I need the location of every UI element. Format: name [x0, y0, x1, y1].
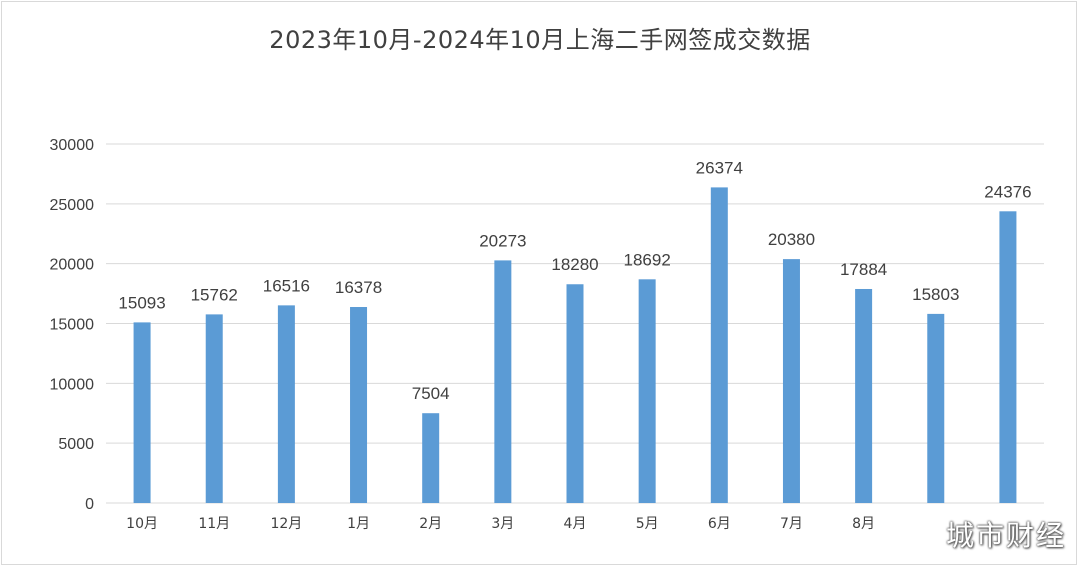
bar: [133, 322, 151, 503]
y-tick-label: 20000: [50, 257, 95, 274]
data-label: 17884: [840, 260, 887, 279]
y-tick-label: 25000: [50, 197, 95, 214]
x-category-label: 1月: [347, 516, 370, 532]
y-tick-label: 5000: [58, 436, 94, 453]
y-axis-ticks: 0 5000 10000 15000 20000 25000 30000: [50, 137, 95, 513]
bar: [566, 284, 584, 503]
bar: [277, 305, 295, 503]
bars: [133, 187, 1017, 504]
data-label: 15803: [912, 285, 959, 304]
bar: [710, 187, 728, 504]
watermark-logo: 城市财经: [945, 519, 1066, 552]
bar: [494, 260, 512, 503]
y-tick-label: 0: [85, 496, 94, 513]
x-category-label: 6月: [708, 516, 731, 532]
data-labels: 15093 15762 16516 16378 7504 20273 18280 18692 2…: [118, 158, 1031, 403]
data-label: 24376: [984, 182, 1031, 201]
bar: [782, 259, 800, 503]
bar: [350, 307, 368, 503]
bar: [855, 288, 873, 503]
data-label: 20273: [479, 231, 526, 250]
data-label: 15762: [191, 285, 238, 304]
data-label: 20380: [768, 230, 815, 249]
data-label: 16516: [263, 276, 310, 295]
data-label: 15093: [118, 293, 165, 312]
data-label: 18692: [624, 250, 671, 269]
x-category-label: 10月: [126, 516, 158, 532]
bar: [205, 314, 223, 503]
data-label: 16378: [335, 278, 382, 297]
chart-title: 2023年10月-2024年10月上海二手网签成交数据: [269, 26, 811, 54]
y-tick-label: 30000: [50, 137, 95, 154]
data-label: 26374: [696, 158, 743, 177]
x-category-label: 12月: [270, 516, 302, 532]
x-category-label: 5月: [636, 516, 659, 532]
y-tick-label: 10000: [50, 376, 95, 393]
data-label: 18280: [551, 255, 598, 274]
x-category-label: 3月: [491, 516, 514, 532]
x-category-label: 11月: [198, 516, 230, 532]
x-category-label: 2月: [419, 516, 442, 532]
x-category-label: 7月: [780, 516, 803, 532]
x-category-label: 4月: [564, 516, 587, 532]
bar: [638, 279, 656, 503]
bar: [927, 313, 945, 503]
y-tick-label: 15000: [50, 317, 95, 334]
x-category-label: 8月: [852, 516, 875, 532]
data-label: 7504: [412, 384, 450, 403]
x-axis-categories: 10月 11月 12月 1月 2月 3月 4月 5月 6月 7月 8月: [126, 516, 875, 532]
bar: [422, 413, 440, 503]
bar: [999, 211, 1017, 503]
